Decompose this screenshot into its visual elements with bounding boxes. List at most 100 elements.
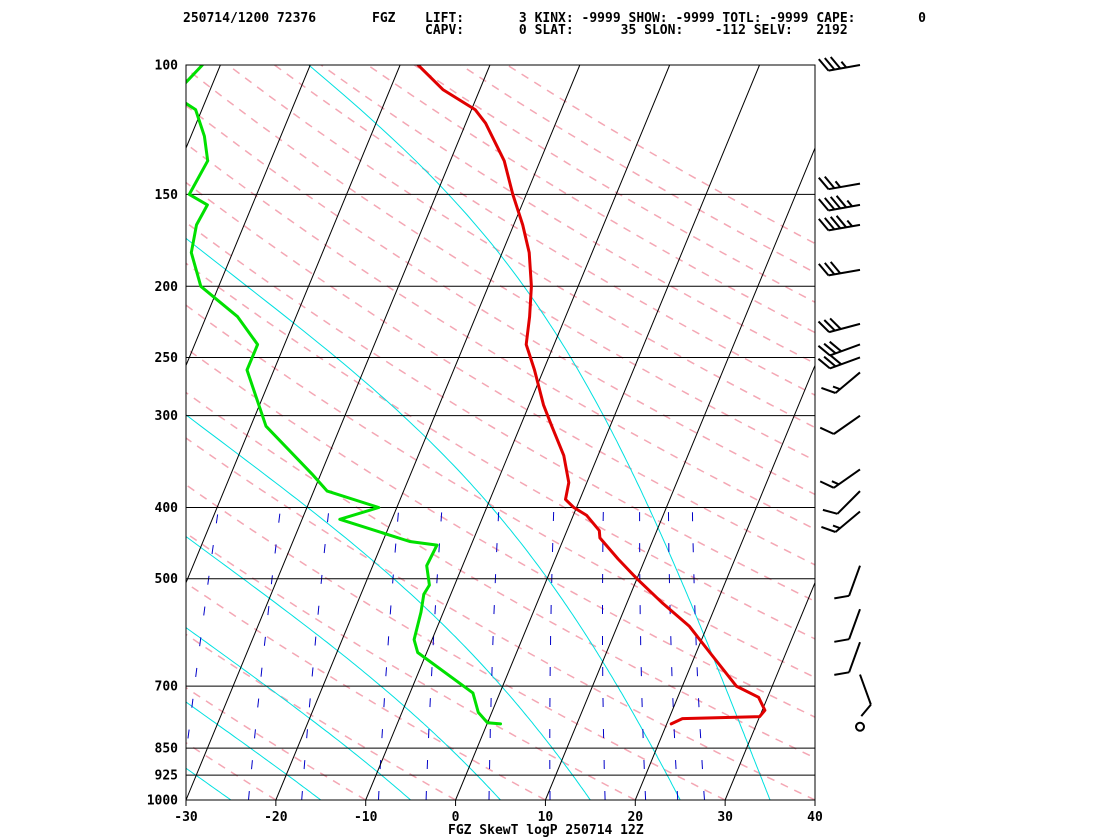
barb-feather xyxy=(817,358,831,370)
barb-staff xyxy=(836,490,861,515)
moist-adiabat xyxy=(186,767,232,800)
moist-adiabat xyxy=(186,237,681,800)
isotherm-line xyxy=(0,65,41,800)
mixing-ratio-line xyxy=(82,508,128,801)
barb-staff xyxy=(828,322,861,334)
isobars: 100 150 200 250 300 400 500 700 850 925 1000 xyxy=(147,59,815,809)
barb-feather xyxy=(829,340,842,353)
mixing-ratio-line xyxy=(378,507,400,800)
barb-feather xyxy=(818,58,830,72)
temperature-tick-label: -30 xyxy=(174,810,198,825)
barb-feather xyxy=(824,57,836,71)
barb-half-feather xyxy=(834,180,842,188)
header-indices-line2: CAPV: 0 SLAT: 35 SLON: -112 SELV: 2192 xyxy=(425,23,848,38)
barb-feather xyxy=(824,175,836,189)
barb-feather xyxy=(821,386,836,394)
pressure-tick-label: 150 xyxy=(155,188,179,203)
wind-barb xyxy=(818,215,861,232)
isotherm-line xyxy=(186,65,491,800)
moist-adiabat xyxy=(186,627,411,800)
wind-barb xyxy=(819,468,861,489)
barb-feather xyxy=(829,196,842,210)
plot-frame xyxy=(185,64,816,801)
pressure-tick-label: 1000 xyxy=(147,794,178,809)
barb-half-feather xyxy=(832,385,841,391)
sounding-traces xyxy=(186,65,767,726)
mixing-ratio-line xyxy=(488,507,500,800)
pressure-tick-label: 500 xyxy=(155,572,179,587)
isotherm-line xyxy=(634,364,815,800)
temperature-tick-label: 30 xyxy=(717,810,733,825)
barb-feather xyxy=(822,508,838,515)
isotherm-line xyxy=(455,65,760,800)
wind-barb xyxy=(818,195,861,212)
mixing-ratio-line xyxy=(248,507,282,800)
dry-adiabat xyxy=(186,686,367,800)
dry-adiabat xyxy=(186,437,815,800)
wind-barb xyxy=(821,371,861,394)
barb-half-feather xyxy=(831,480,840,486)
barb-feather xyxy=(819,426,835,435)
pressure-tick-label: 925 xyxy=(155,769,178,784)
dry-adiabat xyxy=(413,65,815,304)
footer-title: FGZ SkewT logP 250714 12Z xyxy=(448,823,644,838)
axis-ticks: -30 -20 -10 0 10 20 30 40 xyxy=(174,800,823,825)
mixing-ratio-line xyxy=(602,507,606,800)
barb-feather xyxy=(823,342,837,355)
temperature-tick-label: 20 xyxy=(627,810,643,825)
barb-feather xyxy=(823,319,836,332)
barb-half-feather xyxy=(846,219,853,227)
wind-barb xyxy=(834,641,861,676)
barb-feather xyxy=(829,353,842,366)
barb-staff xyxy=(833,468,861,489)
barb-feather xyxy=(829,261,842,275)
dry-adiabat xyxy=(186,104,815,496)
dry-adiabat xyxy=(186,181,815,566)
dry-adiabat xyxy=(320,65,815,365)
mixing-ratio-line xyxy=(301,507,330,800)
barb-feather xyxy=(824,197,836,211)
barb-half-feather xyxy=(846,199,853,207)
temperature-tick-label: 0 xyxy=(452,810,460,825)
barb-feather xyxy=(829,317,842,330)
barb-staff xyxy=(833,414,861,435)
barb-feather xyxy=(821,525,836,533)
wind-barb xyxy=(817,353,861,370)
barb-feather xyxy=(818,198,830,212)
isotherm-line xyxy=(814,798,815,800)
barb-staff xyxy=(848,565,861,597)
header-date-station-id: 250714/1200 72376 xyxy=(183,11,316,26)
isotherm-line xyxy=(186,65,311,367)
barb-feather xyxy=(835,195,847,208)
dry-adiabat xyxy=(186,67,815,462)
wind-barb xyxy=(818,56,861,72)
dry-adiabat xyxy=(186,347,815,719)
barb-feather xyxy=(829,216,842,229)
temperature-tick-label: -20 xyxy=(264,810,288,825)
barb-feather xyxy=(824,217,836,231)
barb-staff xyxy=(859,674,872,705)
isotherm-line xyxy=(724,581,815,800)
dry-adiabat xyxy=(506,65,815,245)
wind-barb xyxy=(818,175,861,191)
dry-adiabat xyxy=(186,741,277,800)
wind-barb xyxy=(817,340,861,357)
barb-feather xyxy=(824,262,836,276)
dry-adiabat xyxy=(186,483,726,800)
barb-feather xyxy=(834,671,850,676)
barb-feather xyxy=(818,263,830,277)
barb-feather xyxy=(834,594,850,600)
wind-barb xyxy=(834,608,861,643)
wind-barbs xyxy=(817,56,872,732)
temperature-tick-label: -10 xyxy=(354,810,378,825)
barb-feather xyxy=(829,56,842,70)
barb-feather xyxy=(860,703,872,717)
barb-feather xyxy=(834,638,850,643)
wind-barb xyxy=(822,490,861,515)
header-station: FGZ xyxy=(372,11,396,26)
isotherm-line xyxy=(365,65,671,800)
barb-feather xyxy=(818,218,830,232)
pressure-tick-label: 250 xyxy=(155,351,179,366)
barb-feather xyxy=(817,320,830,333)
